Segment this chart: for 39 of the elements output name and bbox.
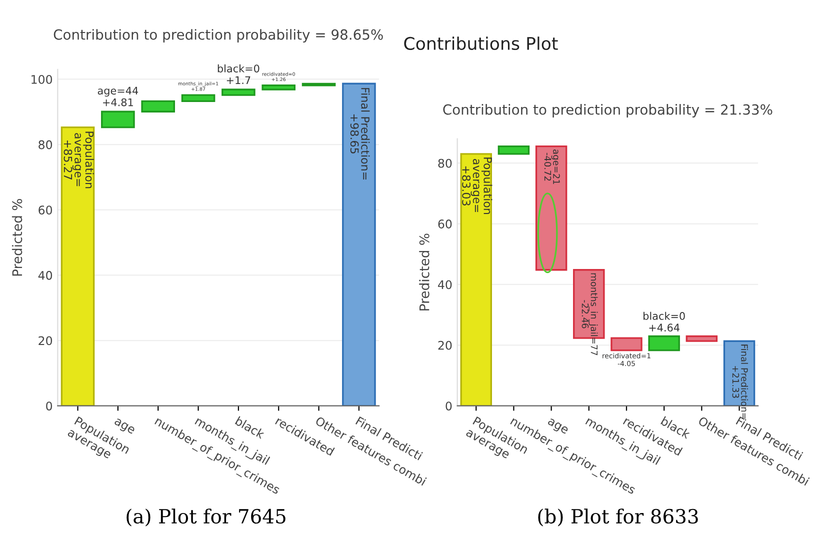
- data-label: black=0 +4.64: [644, 312, 685, 332]
- data-label: Population average= +83.03: [462, 158, 492, 214]
- y-tick-label: 20: [438, 340, 452, 350]
- y-tick-label: 40: [438, 280, 452, 290]
- y-tick-label: 40: [38, 270, 52, 280]
- bar: [141, 100, 176, 112]
- data-label: black=0 +1.7: [218, 64, 260, 84]
- bar: [60, 126, 95, 406]
- y-tick-label: 60: [438, 220, 452, 228]
- y-tick-label: 60: [38, 206, 52, 215]
- data-label: Population average= +85.27: [64, 132, 94, 188]
- bar: [262, 84, 296, 90]
- y-tick-label: 80: [38, 140, 52, 150]
- data-label: age=44 +4.81: [98, 86, 138, 106]
- bar: [460, 153, 492, 406]
- bar: [648, 335, 680, 352]
- y-axis-title: Predicted %: [12, 199, 22, 276]
- bar: [535, 146, 568, 271]
- bar: [498, 146, 530, 155]
- y-axis-title: Predicted %: [419, 234, 430, 310]
- y-tick-label: 100: [32, 74, 52, 84]
- bar: [342, 82, 376, 406]
- y-tick-label: 0: [446, 402, 452, 410]
- text: (a) Plot for 7645: [126, 508, 286, 526]
- bar: [610, 337, 642, 352]
- chart-subtitle: Contribution to prediction probability = 21.33%: [443, 104, 772, 118]
- y-tick-label: 80: [438, 158, 452, 168]
- bar: [101, 110, 135, 128]
- bar: [222, 88, 256, 96]
- chart-subtitle: Contribution to prediction probability = 98.65%: [54, 29, 383, 43]
- bar: [686, 335, 718, 342]
- bar: [181, 94, 216, 102]
- y-tick-label: 20: [38, 336, 52, 346]
- y-tick-label: 0: [46, 402, 52, 410]
- data-label: months_in_jail=77 -22.46: [582, 273, 598, 356]
- chart-title: Contributions Plot: [404, 36, 558, 50]
- text: (b) Plot for 8633: [538, 508, 698, 526]
- data-label: age=21 -40.72: [544, 150, 560, 184]
- data-label: Final Prediction= +98.65: [350, 88, 370, 180]
